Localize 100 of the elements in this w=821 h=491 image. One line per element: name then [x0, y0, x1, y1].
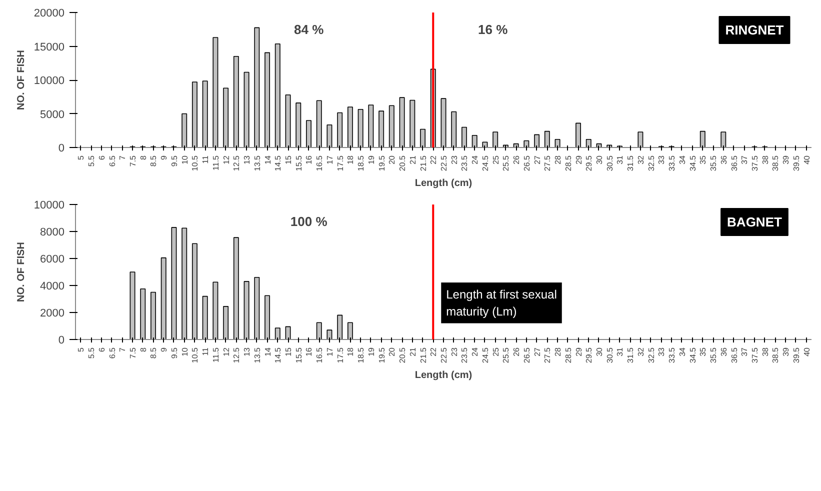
x-tick-label: 21.5 [418, 346, 428, 364]
x-tick-label: 24.5 [480, 346, 490, 364]
x-tick-label: 34.5 [688, 154, 698, 172]
x-tick-label: 9 [160, 346, 169, 352]
x-tick-label: 34 [678, 346, 687, 356]
x-tick-label: 38.5 [771, 154, 780, 172]
x-tick-label: 7 [118, 346, 128, 352]
x-tick-label: 35 [698, 154, 708, 164]
x-tick-label: 36 [719, 154, 728, 164]
y-axis-title: NO. OF FISH [16, 242, 27, 302]
ref-line-label: Length at first sexual maturity (Lm) [446, 288, 557, 318]
x-tick-label: 13 [242, 346, 252, 356]
x-tick-label: 21 [408, 346, 418, 356]
x-tick-label: 10.5 [190, 346, 200, 364]
x-tick-label: 19 [366, 346, 376, 356]
x-tick-label: 39.5 [792, 346, 801, 364]
x-tick-label: 34 [678, 154, 687, 164]
x-tick-label: 12 [222, 154, 231, 164]
annotation: 84 % [294, 22, 324, 37]
x-tick-label: 30.5 [605, 346, 614, 364]
x-tick-label: 21 [408, 154, 418, 164]
x-tick-label: 29.5 [584, 154, 594, 172]
x-tick-label: 9 [160, 154, 169, 160]
x-tick-label: 17.5 [336, 154, 345, 172]
x-tick-label: 23.5 [460, 346, 470, 364]
y-tick-label: 5000 [40, 108, 65, 121]
x-tick-label: 33.5 [668, 154, 677, 172]
y-tick-label: 20000 [34, 8, 65, 20]
x-tick-label: 40 [802, 346, 812, 356]
x-tick-label: 17.5 [336, 346, 345, 364]
x-tick-label: 16.5 [315, 346, 324, 364]
x-tick-label: 13.5 [252, 346, 262, 364]
x-tick-label: 32 [636, 154, 646, 164]
x-tick-label: 7.5 [128, 346, 138, 359]
y-tick-label: 6000 [40, 254, 65, 266]
y-axis-title: NO. OF FISH [16, 50, 27, 110]
x-tick-label: 11 [201, 346, 210, 356]
y-tick-label: 4000 [40, 280, 65, 292]
x-tick-label: 8 [138, 154, 148, 160]
x-tick-label: 19.5 [377, 154, 386, 172]
x-tick-label: 30 [594, 346, 604, 356]
annotation: 16 % [478, 22, 508, 37]
x-tick-label: 24.5 [480, 154, 490, 172]
y-tick-label: 0 [58, 142, 65, 154]
x-tick-label: 5 [76, 346, 86, 352]
x-tick-label: 20 [388, 346, 397, 356]
x-tick-label: 14.5 [274, 154, 283, 172]
x-tick-label: 39 [782, 346, 791, 356]
x-tick-label: 22.5 [440, 154, 448, 172]
x-tick-label: 22 [429, 346, 438, 356]
x-tick-label: 36 [719, 346, 728, 356]
x-tick-label: 5.5 [87, 346, 96, 359]
x-tick-label: 27 [532, 154, 542, 164]
x-tick-label: 12.5 [232, 346, 242, 364]
x-tick-label: 33.5 [668, 346, 677, 364]
x-tick-label: 19 [366, 154, 376, 164]
x-tick-label: 17 [325, 154, 334, 164]
x-tick-label: 8 [138, 346, 148, 352]
x-tick-label: 39.5 [792, 154, 801, 172]
x-tick-label: 29 [574, 346, 584, 356]
x-tick-label: 23.5 [460, 154, 470, 172]
x-tick-label: 37 [740, 346, 750, 356]
x-tick-label: 36.5 [730, 346, 739, 364]
x-tick-label: 35.5 [709, 154, 718, 172]
text: BAGNET [727, 214, 782, 230]
annotation: 100 % [290, 214, 328, 229]
x-tick-label: 19.5 [377, 346, 386, 364]
x-tick-label: 17 [325, 346, 334, 356]
x-tick-label: 11.5 [211, 346, 220, 362]
x-tick-label: 20.5 [398, 154, 408, 172]
x-tick-label: 30.5 [605, 154, 614, 172]
text: RINGNET [725, 22, 784, 38]
x-tick-label: 37.5 [750, 346, 760, 364]
x-tick-label: 29.5 [584, 346, 594, 364]
x-tick-label: 24 [470, 346, 480, 356]
x-tick-label: 30 [594, 154, 604, 164]
y-tick-label: 2000 [40, 308, 65, 320]
x-tick-label: 37.5 [750, 154, 760, 172]
x-axis-title: Length (cm) [414, 178, 472, 190]
x-tick-label: 23 [450, 346, 459, 356]
x-tick-label: 9.5 [170, 154, 179, 167]
x-tick-label: 38 [760, 346, 770, 356]
x-tick-label: 40 [802, 154, 812, 164]
x-tick-label: 15 [284, 154, 294, 164]
x-tick-label: 21.5 [418, 154, 428, 172]
x-tick-label: 26 [512, 346, 522, 356]
x-tick-label: 32 [636, 346, 646, 356]
x-tick-label: 32.5 [646, 154, 656, 172]
x-tick-label: 27 [532, 346, 542, 356]
y-tick-label: 10000 [34, 75, 65, 87]
x-tick-label: 8.5 [149, 346, 158, 359]
x-tick-label: 32.5 [646, 346, 656, 364]
x-tick-label: 39 [782, 154, 791, 164]
x-tick-label: 23 [450, 154, 459, 164]
x-tick-label: 38.5 [771, 346, 780, 364]
x-tick-label: 22.5 [440, 346, 448, 364]
x-tick-label: 33 [657, 346, 666, 356]
x-tick-label: 28 [554, 346, 563, 356]
x-tick-label: 38 [760, 154, 770, 164]
x-tick-label: 13 [242, 154, 252, 164]
